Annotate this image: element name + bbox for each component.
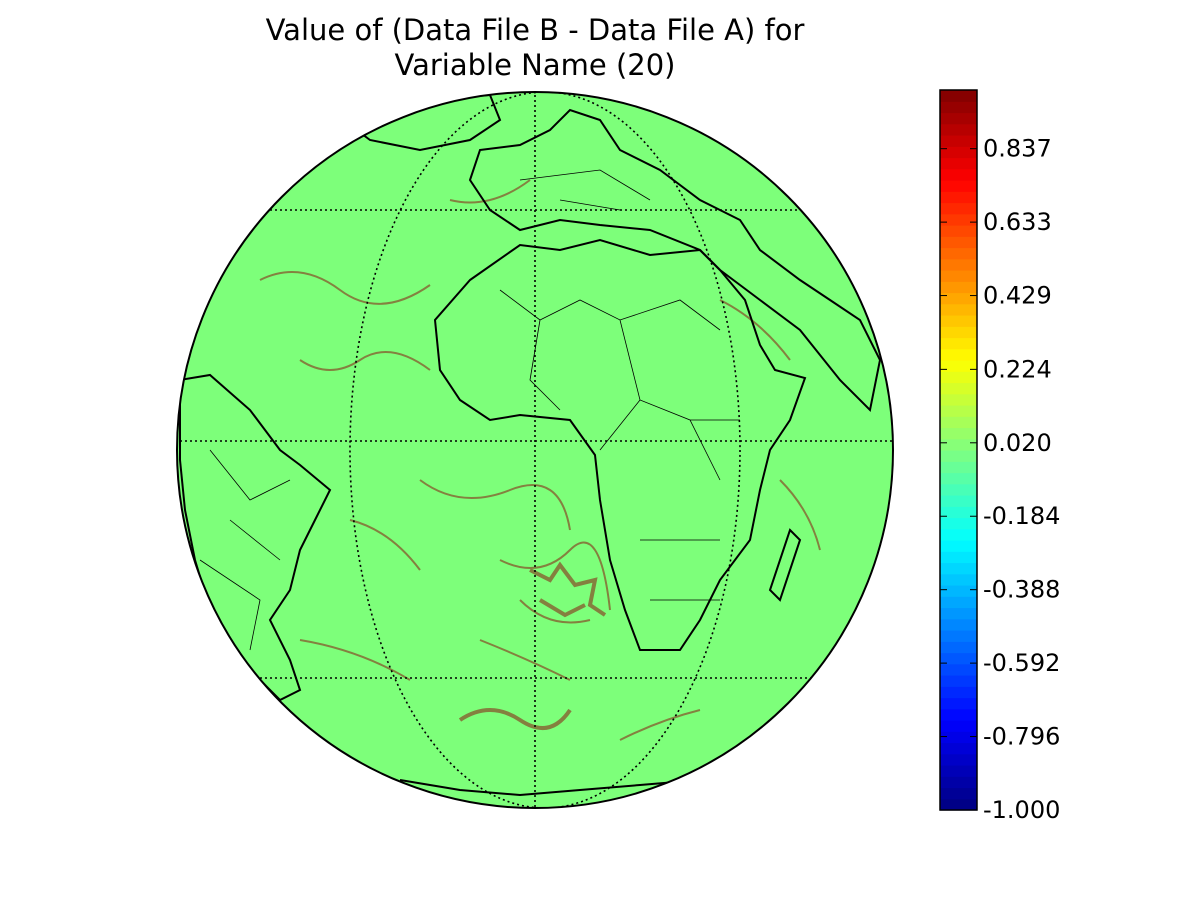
colorbar-band: [940, 236, 977, 249]
globe-edge: [176, 91, 894, 809]
colorbar-band: [940, 315, 977, 327]
colorbar-band: [940, 123, 977, 136]
colorbar-band: [940, 585, 977, 597]
colorbar-band: [940, 562, 977, 575]
colorbar-tick-label: -0.592: [983, 649, 1060, 677]
colorbar-band: [940, 450, 977, 462]
colorbar-tick-label: -0.184: [983, 502, 1060, 530]
colorbar-band: [940, 326, 977, 339]
colorbar-band: [940, 438, 977, 451]
colorbar-band: [940, 112, 977, 125]
colorbar-band: [940, 348, 977, 361]
colorbar-band: [940, 270, 977, 282]
colorbar-tick-label: 0.224: [983, 355, 1052, 383]
colorbar-band: [940, 630, 977, 642]
borders: [199, 169, 740, 651]
colorbar-frame: [939, 89, 978, 811]
colorbar-band: [940, 765, 977, 777]
colorbar-band: [940, 101, 977, 114]
globe: [177, 92, 893, 808]
colorbar-band: [940, 360, 977, 372]
graticule: [177, 92, 893, 808]
colorbar-tick-label: 0.633: [983, 208, 1052, 236]
colorbar-band: [940, 180, 977, 192]
colorbar-band: [940, 303, 977, 316]
madagascar: [768, 528, 802, 602]
colorbar-band: [940, 776, 977, 789]
colorbar-band: [940, 663, 977, 676]
colorbar-band: [940, 675, 977, 687]
colorbar-band: [940, 247, 977, 260]
colorbar-band: [940, 573, 977, 586]
colorbar-band: [940, 281, 977, 294]
colorbar-band: [940, 686, 977, 699]
colorbar-band: [940, 697, 977, 710]
title-line: Value of (Data File B - Data File A) for: [266, 13, 805, 47]
colorbar-tick-label: 0.020: [983, 429, 1052, 457]
colorbar-band: [940, 787, 977, 800]
colorbar: -1.000 -0.796 -0.592 -0.388 -0.184 0.020 0.224…: [939, 89, 1060, 824]
colorbar-band: [940, 720, 977, 732]
colorbar-band: [940, 753, 977, 766]
colorbar-band: [940, 517, 977, 530]
europe: [468, 108, 882, 413]
colorbar-band: [940, 427, 977, 440]
colorbar-band: [940, 483, 977, 496]
colorbar-band: [940, 551, 977, 564]
colorbar-band: [940, 528, 977, 541]
colorbar-band: [940, 416, 977, 429]
colorbar-band: [940, 213, 977, 226]
colorbar-band: [940, 168, 977, 181]
colorbar-band: [940, 135, 977, 147]
colorbar-band: [940, 798, 977, 811]
colorbar-tick-label: -1.000: [983, 796, 1060, 824]
colorbar-band: [940, 652, 977, 665]
colorbar-band: [940, 461, 977, 474]
difference-speckles: [259, 179, 821, 741]
colorbar-band: [940, 472, 977, 485]
colorbar-band: [940, 393, 977, 406]
colorbar-tick-label: 0.429: [983, 282, 1052, 310]
colorbar-band: [940, 90, 977, 102]
colorbar-band: [940, 641, 977, 654]
colorbar-tick-label: -0.796: [983, 723, 1060, 751]
colorbar-band: [940, 506, 977, 519]
colorbar-band: [940, 191, 977, 204]
colorbar-band: [940, 146, 977, 159]
title-line: Variable Name (20): [395, 48, 676, 82]
colorbar-band: [940, 618, 977, 631]
colorbar-band: [940, 382, 977, 395]
colorbar-band: [940, 225, 977, 237]
colorbar-band: [940, 607, 977, 620]
colorbar-band: [940, 742, 977, 755]
colorbar-band: [940, 202, 977, 215]
colorbar-band: [940, 292, 977, 305]
colorbar-band: [940, 371, 977, 384]
antarctica: [399, 779, 701, 797]
colorbar-tick-label: -0.388: [983, 576, 1060, 604]
colorbar-band: [940, 708, 977, 721]
colorbar-band: [940, 337, 977, 350]
colorbar-band: [940, 540, 977, 552]
colorbar-tick-label: 0.837: [983, 135, 1052, 163]
colorbar-band: [940, 596, 977, 609]
colorbar-band: [940, 157, 977, 170]
colorbar-band: [940, 731, 977, 744]
colorbar-band: [940, 495, 977, 507]
colorbar-band: [940, 258, 977, 271]
africa: [433, 238, 807, 651]
colorbar-band: [940, 405, 977, 417]
